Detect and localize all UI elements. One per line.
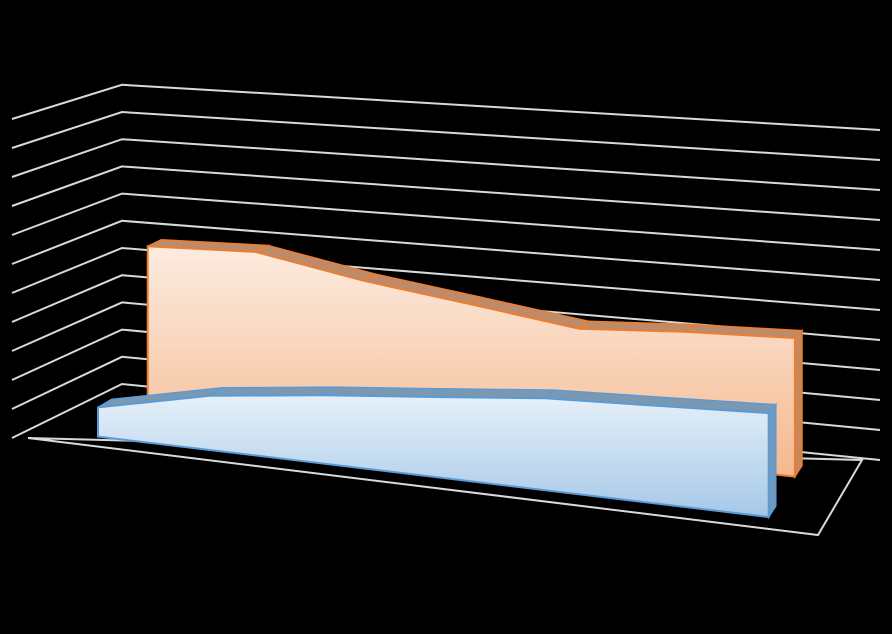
grid-line	[11, 110, 881, 161]
area-side	[767, 402, 777, 520]
grid-line	[11, 192, 881, 251]
grid-line	[11, 274, 881, 341]
grid-line	[11, 138, 881, 191]
area	[97, 394, 770, 519]
grid-line	[11, 83, 881, 131]
grid-line	[11, 246, 881, 311]
grid-line	[11, 165, 881, 221]
area-side	[794, 328, 803, 480]
grid-line	[11, 219, 881, 281]
